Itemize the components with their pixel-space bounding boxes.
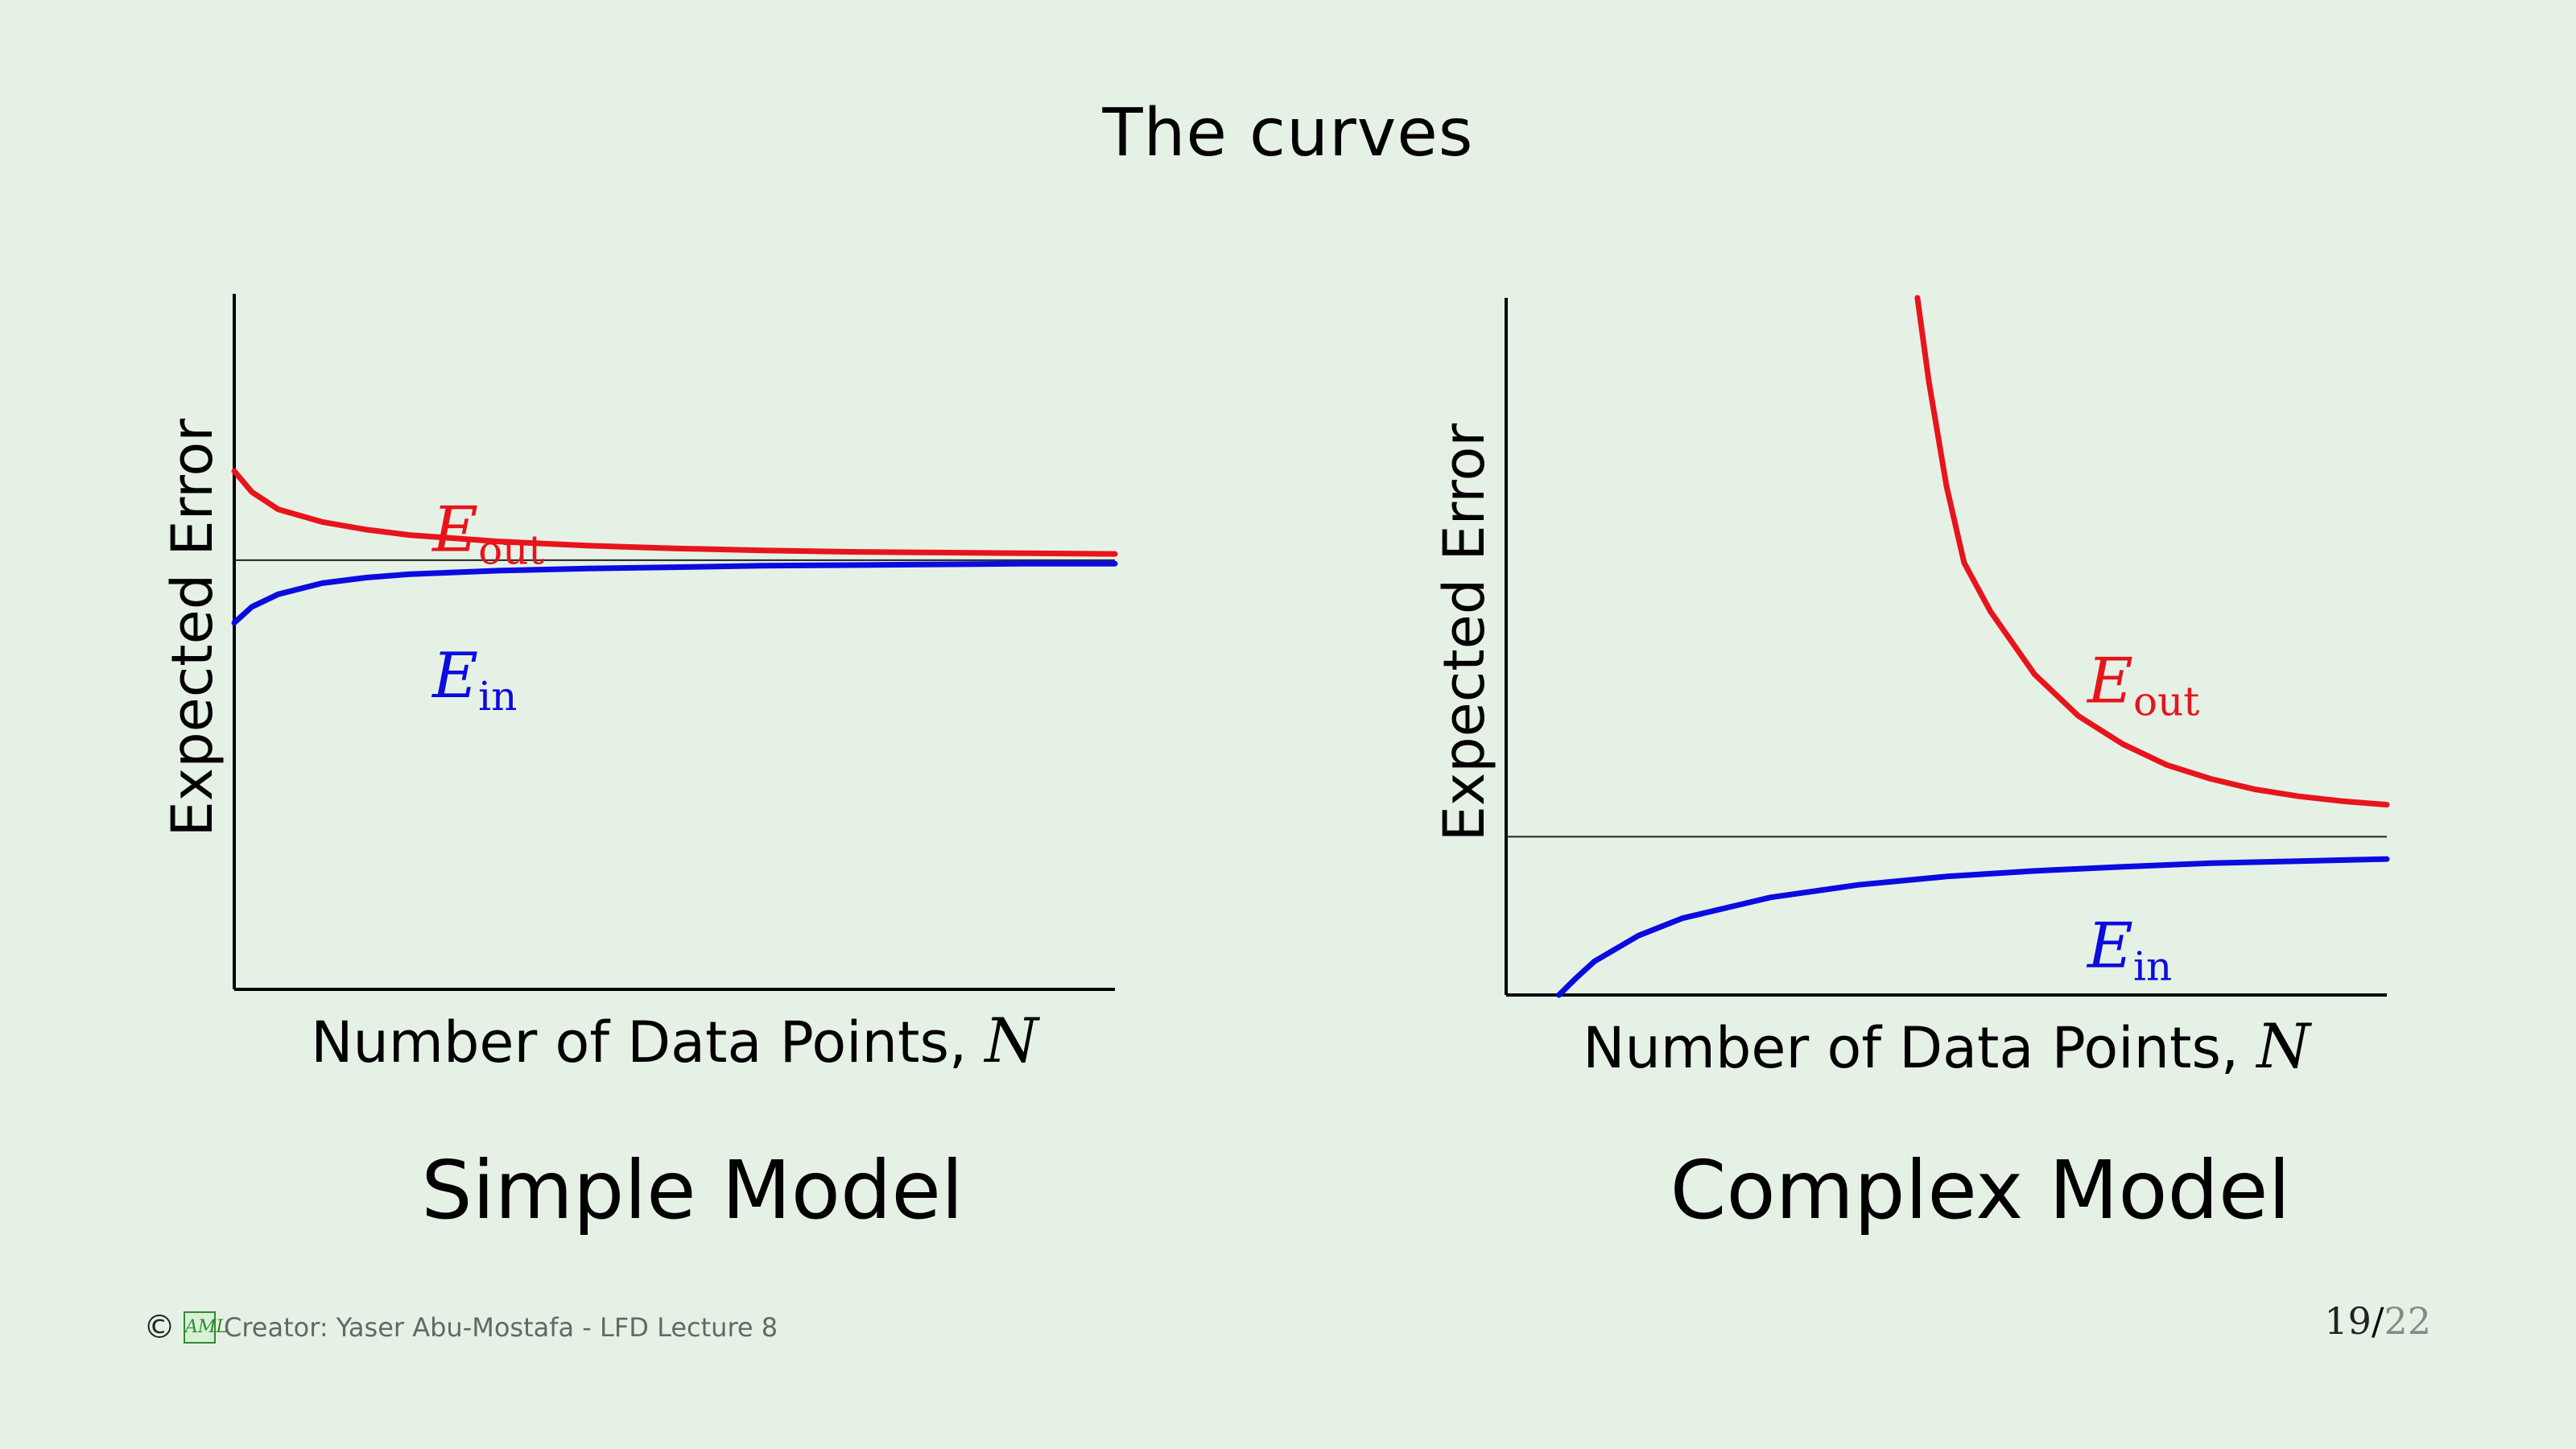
page-total: 22	[2384, 1299, 2431, 1343]
copyright-icon: ©	[143, 1309, 175, 1346]
creator-text: Creator: Yaser Abu-Mostafa - LFD Lecture…	[224, 1312, 778, 1343]
chart-complex-model: Eout Ein Expected Error Number of Data Poin…	[1401, 274, 2447, 1095]
slide-title: The curves	[1102, 95, 1474, 171]
page-number: 19/22	[2324, 1299, 2431, 1343]
complex-model-label: Complex Model	[1670, 1143, 2291, 1237]
series-line-in	[1556, 856, 2390, 998]
simple-model-label: Simple Model	[421, 1143, 964, 1237]
page-current: 19	[2324, 1299, 2372, 1343]
chart-svg-simple: Eout Ein Expected Error Number of Data Poin…	[159, 294, 1118, 1076]
series-line-out	[1914, 295, 2390, 808]
series-line-out	[231, 468, 1118, 557]
series-line-in	[231, 560, 1118, 626]
chart-simple-model: Eout Ein Expected Error Number of Data Poin…	[129, 274, 1175, 1095]
x-axis-label: Number of Data Points, N	[311, 1005, 1040, 1076]
y-axis-label: Expected Error	[1431, 423, 1497, 842]
page-separator: /	[2371, 1299, 2384, 1343]
series-label-out: Eout	[431, 494, 544, 574]
x-axis-label: Number of Data Points, N	[1583, 1010, 2312, 1082]
chart-svg-complex: Eout Ein Expected Error Number of Data Poin…	[1431, 295, 2390, 1082]
series-label-in: Ein	[431, 640, 517, 720]
series-label-out: Eout	[2086, 645, 2199, 724]
series-label-in: Ein	[2086, 910, 2172, 989]
lab-logo-icon: AML	[184, 1311, 228, 1344]
footer-credit: © AML Creator: Yaser Abu-Mostafa - LFD L…	[143, 1309, 778, 1346]
y-axis-label: Expected Error	[159, 419, 225, 837]
